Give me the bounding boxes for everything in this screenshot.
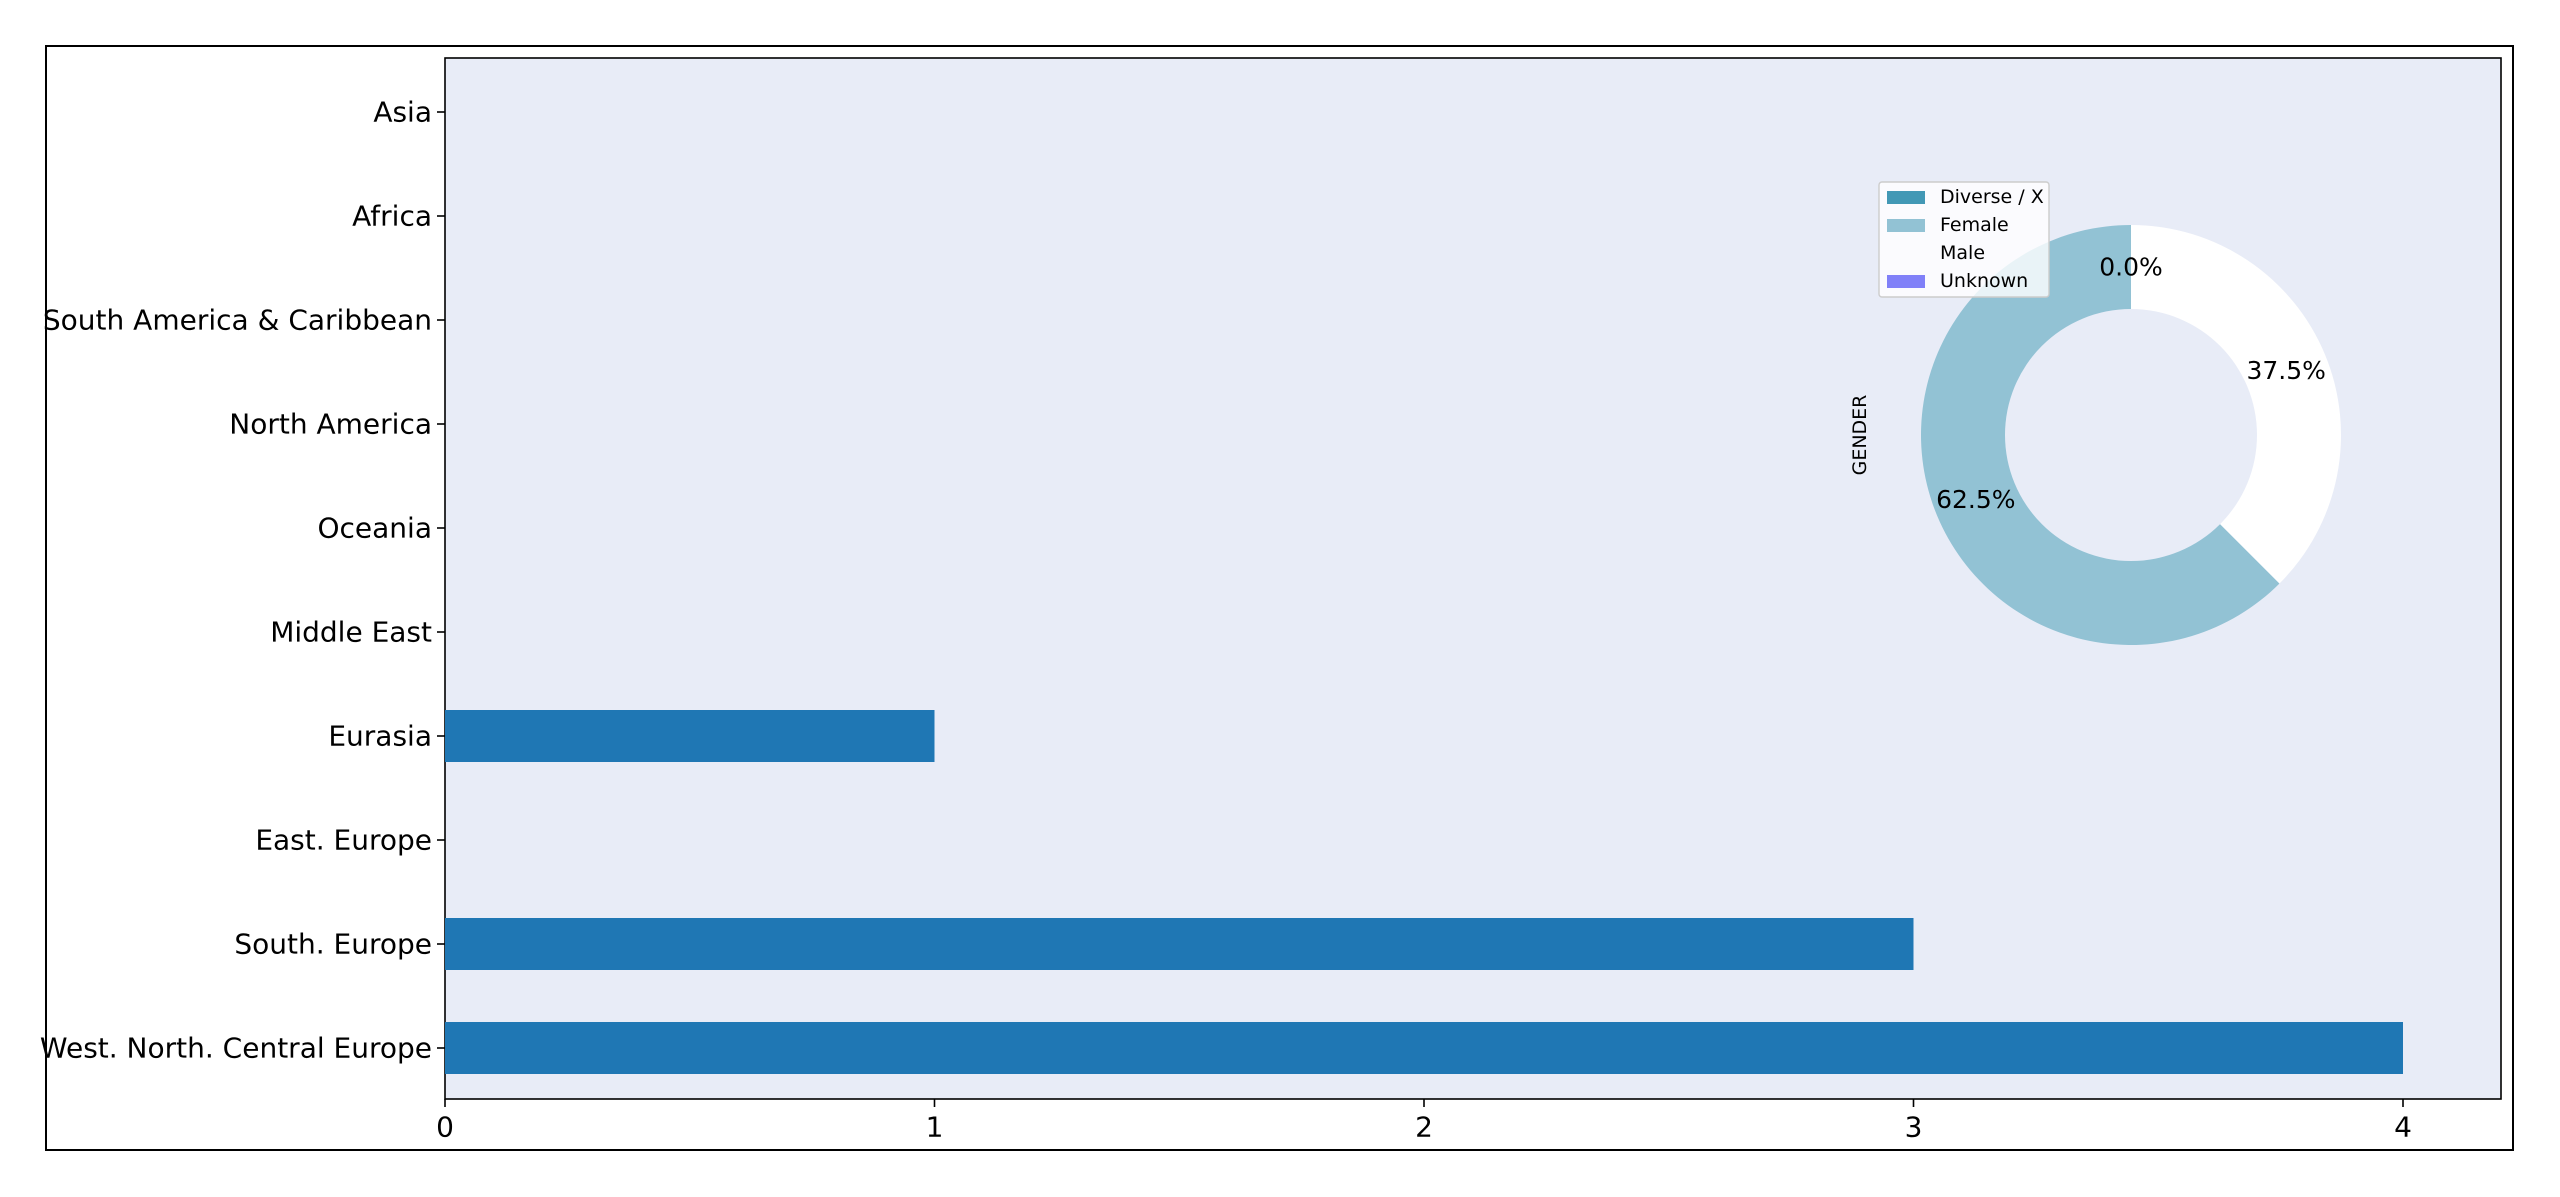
donut-hole: [2005, 309, 2257, 561]
legend-swatch-female: [1887, 219, 1925, 232]
legend-label-male: Male: [1940, 242, 1985, 264]
y-tick-label-oceania: Oceania: [317, 512, 432, 545]
x-tick-label-2: 2: [1415, 1111, 1433, 1144]
y-tick-label-africa: Africa: [352, 200, 432, 233]
legend-label-unknown: Unknown: [1940, 270, 2028, 292]
legend-label-diverse-x: Diverse / X: [1940, 186, 2044, 208]
value-axis: 0 1 2 3 4: [436, 1099, 2412, 1144]
bar-eurasia: [445, 710, 935, 762]
y-tick-label-west-north-central-europe: West. North. Central Europe: [40, 1032, 432, 1065]
x-tick-label-3: 3: [1905, 1111, 1923, 1144]
x-tick-label-0: 0: [436, 1111, 454, 1144]
y-tick-label-east-europe: East. Europe: [255, 824, 432, 857]
pie-label-diverse-x: 0.0%: [2099, 253, 2163, 282]
y-tick-label-asia: Asia: [373, 96, 432, 129]
bars: [445, 710, 2403, 1074]
y-tick-label-south-america-caribbean: South America & Caribbean: [43, 304, 432, 337]
pie-label-female: 62.5%: [1936, 485, 2015, 514]
y-tick-label-south-europe: South. Europe: [234, 928, 432, 961]
legend-label-female: Female: [1940, 214, 2009, 236]
legend-swatch-diverse-x: [1887, 191, 1925, 204]
pie-label-male: 37.5%: [2247, 356, 2326, 385]
category-axis: Asia Africa South America & Caribbean North…: [40, 96, 445, 1065]
pie-ylabel: GENDER: [1849, 395, 1871, 476]
x-tick-label-4: 4: [2394, 1111, 2412, 1144]
x-tick-label-1: 1: [926, 1111, 944, 1144]
y-tick-label-middle-east: Middle East: [270, 616, 432, 649]
y-tick-label-north-america: North America: [229, 408, 432, 441]
bar-south-europe: [445, 918, 1914, 970]
legend-swatch-unknown: [1887, 275, 1925, 288]
legend-frame: [1878, 181, 2050, 298]
pie-slice-labels: 0.0% 62.5% 37.5%: [1936, 253, 2326, 514]
y-tick-label-eurasia: Eurasia: [328, 720, 432, 753]
bar-west-north-central-europe: [445, 1022, 2403, 1074]
gender-pie-chart: 0.0% 62.5% 37.5% GENDER Diverse / X Female M…: [1849, 181, 2341, 645]
pie-legend: Diverse / X Female Male Unknown: [1878, 181, 2050, 298]
